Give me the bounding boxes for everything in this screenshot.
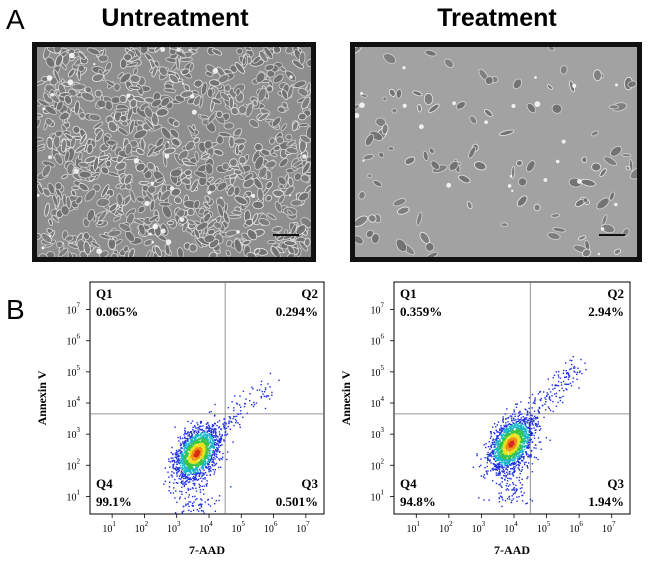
plot-frame	[393, 281, 631, 515]
x-tick-label: 107	[602, 520, 616, 535]
quadrant-name-q2: Q2	[301, 286, 318, 301]
x-tick-label: 103	[167, 520, 181, 535]
panel-label-a: A	[6, 4, 25, 35]
x-tick-label: 106	[569, 520, 583, 535]
title-untreatment: Untreatment	[101, 4, 249, 32]
x-tick-label: 104	[504, 520, 518, 535]
quadrant-percent-q4: 99.1%	[96, 494, 132, 509]
micrograph-treated	[350, 42, 642, 262]
quadrant-percent-q4: 94.8%	[400, 494, 436, 509]
micrograph-untreated	[32, 42, 316, 262]
quadrant-percent-q1: 0.065%	[96, 304, 138, 319]
micrograph-untreated-image	[37, 47, 311, 257]
y-axis-label: Annexin V	[35, 370, 49, 425]
micrograph-treated-image	[355, 47, 637, 257]
quadrant-name-q1: Q1	[400, 286, 417, 301]
y-tick-label: 105	[67, 364, 81, 379]
y-tick-label: 104	[371, 395, 385, 410]
x-tick-label: 102	[135, 520, 149, 535]
y-tick-label: 106	[371, 333, 385, 348]
quadrant-percent-q1: 0.359%	[400, 304, 442, 319]
quadrant-percent-q2: 2.94%	[588, 304, 624, 319]
population-events	[472, 356, 587, 508]
y-tick-label: 101	[371, 488, 385, 503]
y-tick-label: 101	[67, 488, 81, 503]
y-tick-label: 102	[67, 457, 81, 472]
y-tick-label: 105	[371, 364, 385, 379]
flow-plot-1: Q1 0.065% Q2 0.294% Q3 0.501% Q4 99.1% 101 102 103…	[35, 281, 325, 557]
title-treatment: Treatment	[437, 4, 557, 32]
y-axis-label: Annexin V	[339, 370, 353, 425]
quadrant-name-q1: Q1	[96, 286, 113, 301]
x-tick-label: 107	[296, 520, 310, 535]
y-tick-label: 104	[67, 395, 81, 410]
quadrant-percent-q2: 0.294%	[276, 304, 318, 319]
quadrant-percent-q3: 0.501%	[276, 494, 318, 509]
quadrant-name-q4: Q4	[96, 476, 113, 491]
x-tick-label: 104	[199, 520, 213, 535]
quadrant-percent-q3: 1.94%	[588, 494, 624, 509]
x-tick-label: 103	[472, 520, 486, 535]
quadrant-name-q3: Q3	[607, 476, 624, 491]
panel-label-b: B	[6, 294, 25, 325]
x-tick-label: 101	[102, 520, 116, 535]
flow-plot-2: Q1 0.359% Q2 2.94% Q3 1.94% Q4 94.8% 101 102 103 10…	[339, 281, 631, 557]
population-events	[163, 372, 280, 514]
quadrant-name-q3: Q3	[301, 476, 318, 491]
y-tick-label: 107	[371, 302, 385, 317]
x-tick-label: 101	[407, 520, 421, 535]
x-tick-label: 106	[264, 520, 278, 535]
y-tick-label: 106	[67, 333, 81, 348]
x-axis-label: 7-AAD	[189, 543, 225, 557]
quadrant-name-q4: Q4	[400, 476, 417, 491]
y-tick-label: 102	[371, 457, 385, 472]
x-tick-label: 105	[232, 520, 246, 535]
y-tick-label: 107	[67, 302, 81, 317]
y-tick-label: 103	[67, 426, 81, 441]
y-tick-label: 103	[371, 426, 385, 441]
x-axis-label: 7-AAD	[494, 543, 530, 557]
quadrant-name-q2: Q2	[607, 286, 624, 301]
x-tick-label: 105	[537, 520, 551, 535]
x-tick-label: 102	[439, 520, 453, 535]
